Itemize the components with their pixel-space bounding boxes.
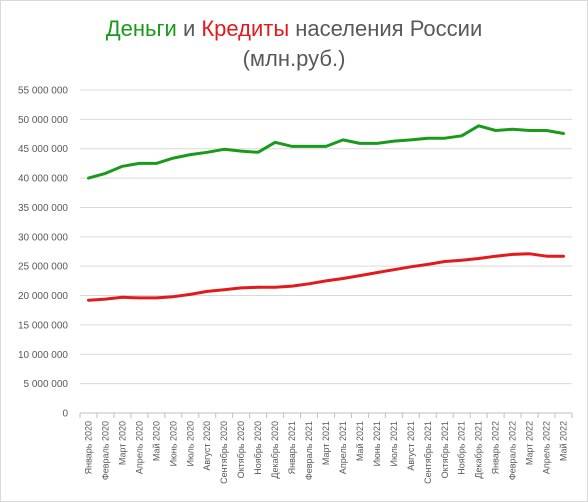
- x-tick-label: Апрель 2020: [134, 421, 144, 474]
- y-tick-label: 30 000 000: [18, 232, 68, 243]
- x-tick-label: Февраль 2022: [508, 421, 518, 480]
- x-tick-label: Декабрь 2021: [474, 421, 484, 479]
- x-tick-label: Апрель 2021: [338, 421, 348, 474]
- x-tick-label: Сентябрь 2021: [423, 421, 433, 484]
- series-line-money: [87, 124, 565, 180]
- y-axis: 0 5 000 000 10 000 000 15 000 000 20 000 000…: [18, 86, 69, 420]
- chart-subtitle: (млн.руб.): [242, 46, 346, 71]
- x-tick-label: Январь 2022: [491, 421, 501, 474]
- y-tick-label: 55 000 000: [18, 86, 68, 97]
- series-line-credit: [87, 252, 565, 302]
- y-tick-label: 15 000 000: [18, 320, 68, 331]
- y-tick-label: 5 000 000: [24, 379, 69, 390]
- x-tick-label: Август 2020: [202, 421, 212, 471]
- x-tick-label: Март 2022: [525, 421, 535, 465]
- title-money: Деньги: [105, 16, 177, 41]
- y-tick-label: 25 000 000: [18, 262, 68, 273]
- x-tick-label: Апрель 2022: [542, 421, 552, 474]
- x-tick-label: Май 2020: [151, 421, 161, 461]
- title-and: и: [176, 16, 202, 41]
- x-tick-label: Июнь 2020: [168, 421, 178, 466]
- chart-title: Деньги и Кредиты населения России: [0, 14, 588, 44]
- x-tick-label: Июнь 2021: [372, 421, 382, 466]
- title-credit: Кредиты: [201, 16, 290, 41]
- x-tick-label: Февраль 2020: [100, 421, 110, 480]
- x-tick-label: Ноябрь 2021: [457, 421, 467, 475]
- x-tick-label: Март 2020: [117, 421, 127, 465]
- y-tick-label: 50 000 000: [18, 115, 68, 126]
- x-tick-label: Январь 2021: [287, 421, 297, 474]
- x-tick-label: Август 2021: [406, 421, 416, 471]
- series-lines: [87, 124, 565, 302]
- x-tick-label: Май 2021: [355, 421, 365, 461]
- x-tick-label: Октябрь 2021: [440, 421, 450, 478]
- x-tick-label: Март 2021: [321, 421, 331, 465]
- y-tick-label: 0: [62, 409, 68, 420]
- x-tick-label: Январь 2020: [83, 421, 93, 474]
- y-tick-label: 45 000 000: [18, 144, 68, 155]
- y-tick-label: 35 000 000: [18, 203, 68, 214]
- x-tick-label: Февраль 2021: [304, 421, 314, 480]
- x-tick-label: Май 2022: [559, 421, 569, 461]
- y-tick-label: 20 000 000: [18, 291, 68, 302]
- x-tick-label: Июль 2020: [185, 421, 195, 466]
- x-tick-label: Сентябрь 2020: [219, 421, 229, 484]
- x-tick-label: Декабрь 2020: [270, 421, 280, 479]
- gridlines: [80, 89, 572, 414]
- y-tick-label: 40 000 000: [18, 174, 68, 185]
- x-tick-label: Октябрь 2020: [236, 421, 246, 478]
- x-tick-label: Июль 2021: [389, 421, 399, 466]
- title-rest: населения России: [289, 16, 483, 41]
- x-axis: Январь 2020 Февраль 2020 Март 2020 Апрель 2…: [79, 412, 573, 484]
- y-tick-label: 10 000 000: [18, 350, 68, 361]
- x-tick-label: Ноябрь 2020: [253, 421, 263, 475]
